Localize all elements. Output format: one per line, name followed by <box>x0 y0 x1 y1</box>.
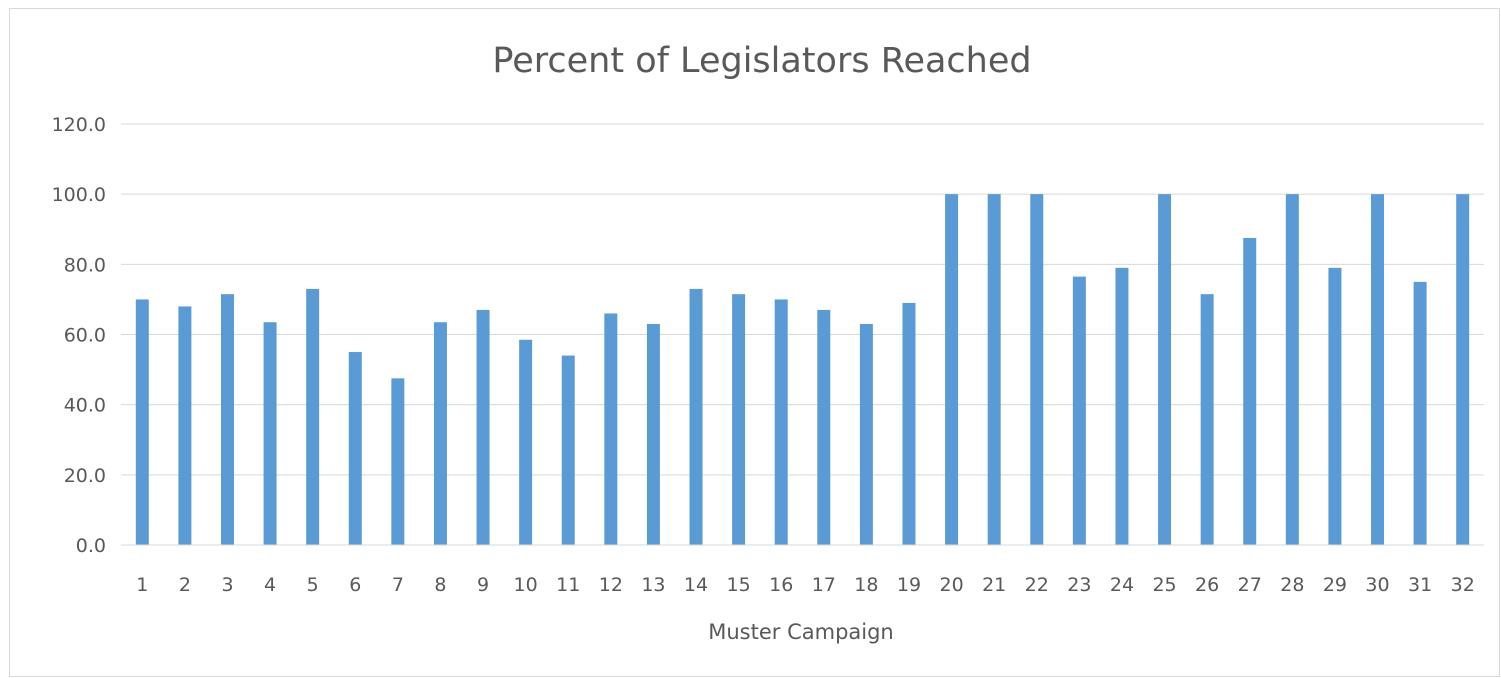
y-axis-tick-labels: 0.0 20.0 40.0 60.0 80.0 100.0 120.0 <box>52 114 106 557</box>
x-tick-label: 25 <box>1152 574 1176 596</box>
bar <box>306 288 320 545</box>
x-tick-label: 27 <box>1238 574 1262 596</box>
x-tick-label: 6 <box>349 574 361 596</box>
x-tick-label: 13 <box>641 574 665 596</box>
bar <box>1328 267 1342 545</box>
bar <box>1285 194 1299 545</box>
x-tick-label: 19 <box>897 574 921 596</box>
y-tick-label: 100.0 <box>52 184 106 206</box>
bar <box>604 313 618 545</box>
x-tick-label: 18 <box>854 574 878 596</box>
y-tick-label: 20.0 <box>64 465 106 487</box>
y-tick-label: 120.0 <box>52 114 106 136</box>
x-tick-label: 14 <box>684 574 708 596</box>
bar <box>1200 294 1214 545</box>
bar-chart: Percent of Legislators Reached 0.020.040… <box>52 41 1484 644</box>
x-tick-label: 28 <box>1280 574 1304 596</box>
x-tick-label: 11 <box>556 574 580 596</box>
x-tick-label: 2 <box>179 574 191 596</box>
x-tick-label: 31 <box>1408 574 1432 596</box>
bar <box>1371 194 1385 545</box>
x-tick-label: 29 <box>1323 574 1347 596</box>
x-tick-label: 30 <box>1365 574 1389 596</box>
bar <box>945 194 959 545</box>
gridlines <box>121 123 1484 476</box>
y-tick-label: 60.0 <box>64 325 106 347</box>
x-axis-title: Muster Campaign <box>708 620 894 644</box>
x-tick-label: 17 <box>812 574 836 596</box>
bar <box>689 288 703 545</box>
x-tick-label: 21 <box>982 574 1006 596</box>
chart-container: Percent of Legislators Reached 0.0 20.0 40… <box>9 8 1500 677</box>
bar <box>1456 194 1470 545</box>
x-tick-label: 9 <box>477 574 489 596</box>
bar <box>817 309 831 545</box>
x-tick-label: 24 <box>1110 574 1134 596</box>
x-tick-label: 20 <box>939 574 963 596</box>
bars <box>135 194 1470 546</box>
x-tick-label: 16 <box>769 574 793 596</box>
bar <box>646 323 660 545</box>
x-axis-tick-labels: 1 2 3 4 5 6 7 8 9 10 11 12 13 14 15 16 17 18 19 20 21 22 23 24 2… <box>136 574 1475 596</box>
bar <box>391 378 405 545</box>
bar <box>1072 276 1086 545</box>
x-tick-label: 22 <box>1025 574 1049 596</box>
x-tick-label: 23 <box>1067 574 1091 596</box>
bar <box>902 302 916 545</box>
x-tick-label: 12 <box>599 574 623 596</box>
bar <box>1158 194 1172 545</box>
bar <box>1413 281 1427 545</box>
x-tick-label: 4 <box>264 574 276 596</box>
y-tick-label: 40.0 <box>64 395 106 417</box>
x-tick-label: 8 <box>434 574 446 596</box>
x-tick-label: 1 <box>136 574 148 596</box>
bar <box>1030 194 1044 545</box>
bar <box>987 194 1001 545</box>
x-tick-label: 7 <box>392 574 404 596</box>
bar <box>433 322 447 545</box>
x-tick-label: 5 <box>307 574 319 596</box>
bar <box>1243 238 1257 546</box>
y-tick-label: 80.0 <box>64 254 106 276</box>
bar <box>476 309 490 545</box>
bar <box>859 323 873 545</box>
bar <box>348 352 362 545</box>
bar <box>178 306 192 545</box>
bar <box>561 355 575 545</box>
bar <box>135 299 149 545</box>
x-tick-label: 10 <box>514 574 538 596</box>
x-tick-label: 3 <box>221 574 233 596</box>
chart-title: Percent of Legislators Reached <box>492 41 1031 81</box>
bar <box>220 294 234 545</box>
x-tick-label: 32 <box>1451 574 1475 596</box>
bar <box>519 339 533 545</box>
bar <box>1115 267 1129 545</box>
bar <box>263 322 277 545</box>
bar <box>774 299 788 545</box>
x-tick-label: 26 <box>1195 574 1219 596</box>
y-tick-label: 0.0 <box>76 535 106 557</box>
bar <box>732 294 746 545</box>
x-tick-label: 15 <box>727 574 751 596</box>
